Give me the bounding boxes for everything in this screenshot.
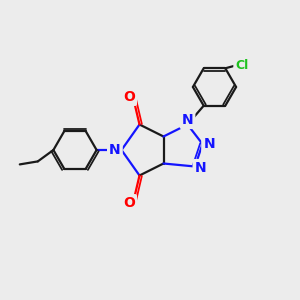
Text: N: N — [203, 137, 215, 151]
Text: O: O — [123, 196, 135, 210]
Text: N: N — [195, 161, 206, 175]
Text: O: O — [123, 90, 135, 104]
Text: N: N — [109, 143, 121, 157]
Text: Cl: Cl — [235, 59, 248, 72]
Text: N: N — [182, 113, 193, 127]
